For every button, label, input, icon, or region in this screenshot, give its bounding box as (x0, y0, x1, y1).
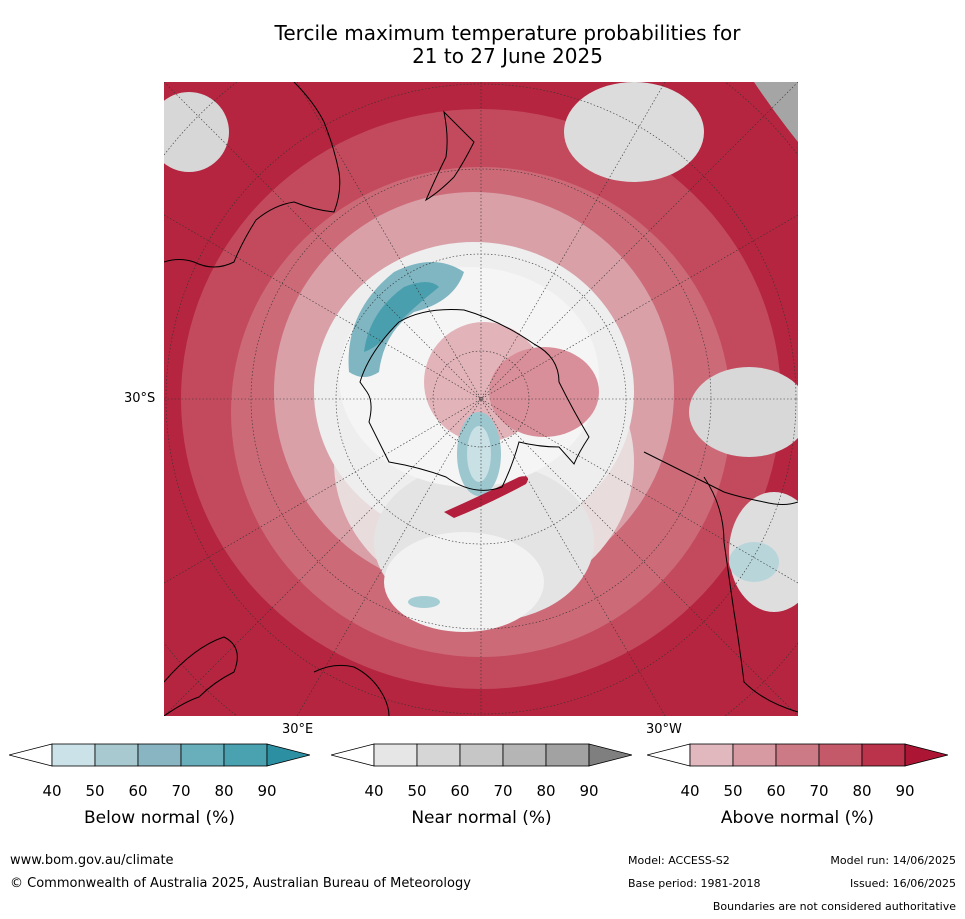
colorbar-max-triangle (588, 743, 632, 767)
colorbar-segment (51, 743, 96, 767)
copyright-text: © Commonwealth of Australia 2025, Austra… (10, 876, 471, 891)
probability-map (164, 82, 798, 716)
colorbar-tick-label: 90 (579, 782, 599, 800)
probability-region (489, 347, 599, 437)
colorbar-segment (545, 743, 590, 767)
colorbar-tick-label: 60 (450, 782, 470, 800)
longitude-label-east: 30°E (282, 722, 314, 737)
probability-region (348, 262, 464, 377)
colorbar-tick-label: 80 (214, 782, 234, 800)
colorbar-tick-label: 90 (895, 782, 915, 800)
colorbar-segment (502, 743, 547, 767)
probability-region (364, 282, 439, 352)
colorbar-segment (818, 743, 863, 767)
colorbar-max-triangle (904, 743, 948, 767)
probability-region (729, 542, 779, 582)
colorbar-segment (775, 743, 820, 767)
graticule (164, 82, 798, 716)
near-normal-caption: Near normal (%) (411, 808, 552, 828)
below-normal-caption: Below normal (%) (84, 808, 235, 828)
colorbar-segment (373, 743, 418, 767)
colorbar-tick-label: 50 (85, 782, 105, 800)
map-title-line-1: Tercile maximum temperature probabilitie… (274, 21, 741, 45)
latitude-label: 30°S (124, 391, 156, 406)
model-run-date: Model run: 14/06/2025 (830, 854, 956, 867)
probability-region (164, 92, 229, 172)
colorbar-min-triangle (331, 743, 375, 767)
above-normal-colorbar (647, 743, 948, 767)
above-normal-caption: Above normal (%) (720, 808, 875, 828)
map-title-line-2: 21 to 27 June 2025 (412, 44, 603, 68)
longitude-label-west: 30°W (646, 722, 682, 737)
probability-region (564, 82, 704, 182)
near-normal-colorbar (331, 743, 632, 767)
colorbar-tick-label: 90 (257, 782, 277, 800)
coastlines (164, 82, 798, 716)
colorbar-tick-label: 40 (42, 782, 62, 800)
map-title: Tercile maximum temperature probabilitie… (140, 22, 875, 68)
south-america-coastline (643, 451, 798, 713)
colorbar-tick-label: 80 (852, 782, 872, 800)
colorbar-segment (732, 743, 777, 767)
model-name: Model: ACCESS-S2 (628, 854, 730, 867)
probability-region (408, 596, 440, 608)
colorbar-segment (861, 743, 906, 767)
colorbar-tick-label: 40 (680, 782, 700, 800)
issued-date: Issued: 16/06/2025 (849, 877, 956, 890)
colorbar-min-triangle (647, 743, 691, 767)
base-period: Base period: 1981-2018 (628, 877, 761, 890)
colorbar-tick-label: 70 (171, 782, 191, 800)
colorbar-segment (180, 743, 225, 767)
colorbar-tick-label: 50 (407, 782, 427, 800)
probability-region (689, 367, 798, 457)
colorbar-tick-label: 70 (809, 782, 829, 800)
africa-coastline (164, 636, 390, 716)
colorbar-max-triangle (266, 743, 310, 767)
probability-region (467, 426, 491, 482)
colorbar-tick-label: 40 (364, 782, 384, 800)
colorbar-segment (459, 743, 504, 767)
colorbar-tick-label: 80 (536, 782, 556, 800)
below-normal-colorbar (9, 743, 310, 767)
colorbar-segment (223, 743, 268, 767)
antarctica-coastline (359, 309, 590, 491)
colorbar-tick-label: 60 (128, 782, 148, 800)
colorbar-segment (137, 743, 182, 767)
new-zealand-coastline (424, 110, 475, 202)
colorbar-segment (94, 743, 139, 767)
website-link[interactable]: www.bom.gov.au/climate (10, 853, 174, 868)
boundary-disclaimer: Boundaries are not considered authoritat… (712, 900, 956, 913)
colorbar-tick-label: 50 (723, 782, 743, 800)
probability-region (444, 476, 528, 518)
colorbar-tick-label: 60 (766, 782, 786, 800)
colorbar-tick-label: 70 (493, 782, 513, 800)
colorbar-min-triangle (9, 743, 53, 767)
colorbar-segment (689, 743, 734, 767)
probability-region (754, 82, 798, 142)
australia-coastline (164, 82, 341, 268)
colorbar-segment (416, 743, 461, 767)
